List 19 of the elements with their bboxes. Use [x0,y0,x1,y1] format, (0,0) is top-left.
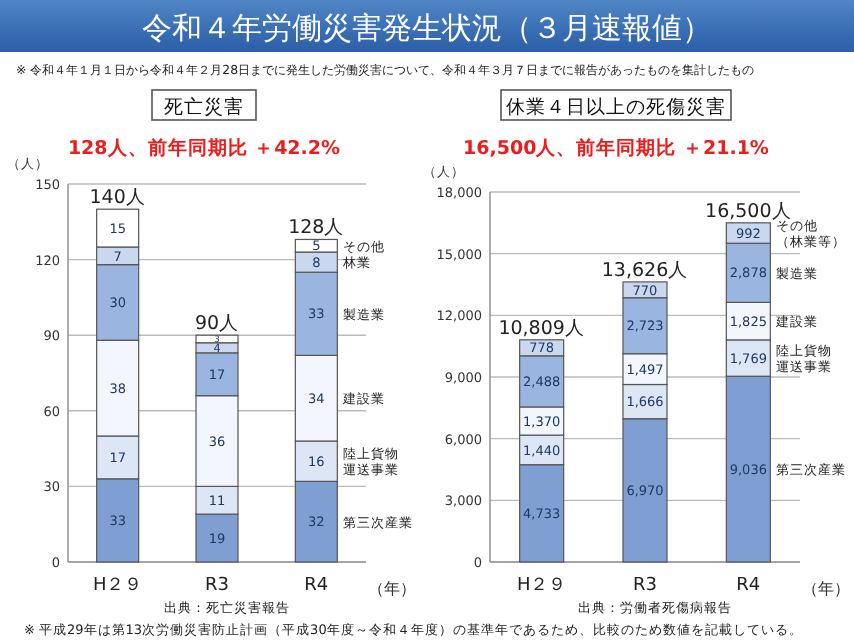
text: 令和４年労働災害発生状況（３月速報値） [142,10,712,46]
x-axis-title: （年） [368,580,416,598]
x-tick-label: H２９ [516,576,567,596]
chart-subtitle: 128人、前年同期比 ＋42.2% [67,136,342,160]
total-label: 16,500人 [705,200,792,223]
chart-subtitle: 16,500人、前年同期比 ＋21.1% [463,136,770,160]
x-tick-label: R4 [304,576,329,596]
x-tick-label: R4 [736,576,761,596]
total-label: 90人 [194,313,240,336]
chart-title: 休業４日以上の死傷災害 [506,95,726,119]
x-axis-title: （年） [802,580,850,598]
total-label: 128人 [288,217,345,240]
total-label: 13,626人 [601,259,689,282]
x-tick-label: R3 [205,576,229,596]
total-label: 140人 [89,187,146,210]
x-tick-label: H２９ [92,576,143,596]
total-label: 10,809人 [498,317,585,340]
chart-title: 死亡災害 [164,95,244,119]
x-tick-label: R3 [633,576,657,596]
